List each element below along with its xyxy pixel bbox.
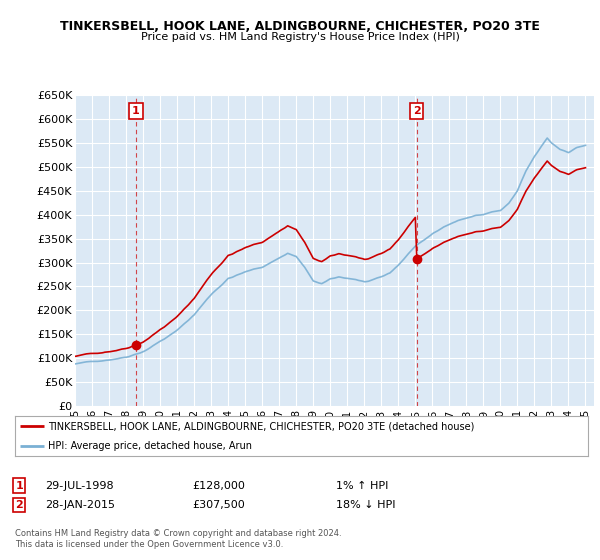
Text: 2: 2 [413,106,421,116]
Text: 2: 2 [16,500,23,510]
Text: Price paid vs. HM Land Registry's House Price Index (HPI): Price paid vs. HM Land Registry's House … [140,32,460,42]
Text: HPI: Average price, detached house, Arun: HPI: Average price, detached house, Arun [48,441,252,451]
Text: 18% ↓ HPI: 18% ↓ HPI [336,500,395,510]
Text: 1: 1 [16,480,23,491]
Text: This data is licensed under the Open Government Licence v3.0.: This data is licensed under the Open Gov… [15,540,283,549]
Text: TINKERSBELL, HOOK LANE, ALDINGBOURNE, CHICHESTER, PO20 3TE: TINKERSBELL, HOOK LANE, ALDINGBOURNE, CH… [60,20,540,32]
Text: TINKERSBELL, HOOK LANE, ALDINGBOURNE, CHICHESTER, PO20 3TE (detached house): TINKERSBELL, HOOK LANE, ALDINGBOURNE, CH… [48,421,475,431]
Text: 1: 1 [132,106,140,116]
Text: 28-JAN-2015: 28-JAN-2015 [45,500,115,510]
Text: £307,500: £307,500 [192,500,245,510]
Text: 1% ↑ HPI: 1% ↑ HPI [336,480,388,491]
Text: £128,000: £128,000 [192,480,245,491]
Text: Contains HM Land Registry data © Crown copyright and database right 2024.: Contains HM Land Registry data © Crown c… [15,529,341,538]
Text: 29-JUL-1998: 29-JUL-1998 [45,480,113,491]
